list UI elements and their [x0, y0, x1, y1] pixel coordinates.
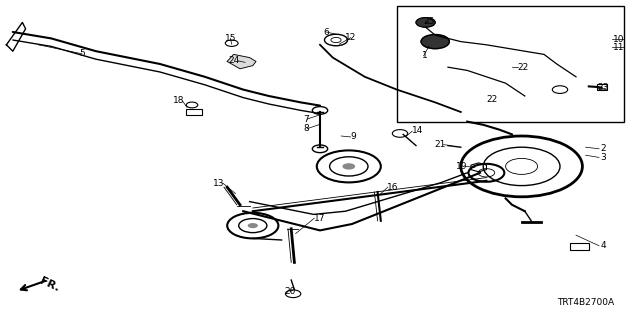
Text: 2: 2 [600, 144, 606, 153]
Text: 8: 8 [303, 124, 309, 133]
Text: 11: 11 [613, 43, 625, 52]
Text: 3: 3 [600, 153, 606, 162]
Bar [570, 243, 589, 250]
Text: TRT4B2700A: TRT4B2700A [557, 298, 614, 307]
Text: 10: 10 [613, 35, 625, 44]
Text: 6: 6 [324, 28, 329, 36]
Text: 22: 22 [486, 95, 498, 104]
Polygon shape [227, 54, 256, 69]
Text: 21: 21 [434, 140, 445, 149]
Circle shape [416, 18, 435, 27]
Circle shape [421, 35, 449, 49]
Text: 15: 15 [225, 34, 236, 43]
Bar [597, 84, 607, 90]
Bar [186, 109, 202, 115]
Text: 20: 20 [284, 287, 296, 296]
Text: 7: 7 [303, 115, 309, 124]
Text: 16: 16 [387, 183, 399, 192]
Text: 4: 4 [600, 241, 606, 250]
Circle shape [248, 223, 258, 228]
Text: 9: 9 [351, 132, 356, 141]
Text: 17: 17 [314, 214, 325, 223]
Text: 1: 1 [422, 51, 428, 60]
Text: 19: 19 [456, 162, 467, 171]
Text: 13: 13 [212, 179, 224, 188]
Text: 5: 5 [79, 49, 84, 58]
Circle shape [342, 163, 355, 170]
Bar [397, 6, 624, 122]
Text: 12: 12 [345, 33, 356, 42]
Text: 25: 25 [424, 17, 435, 26]
Text: 18: 18 [173, 96, 184, 105]
Text: 14: 14 [412, 126, 423, 135]
Text: FR.: FR. [38, 275, 61, 293]
Text: 23: 23 [597, 83, 609, 92]
Text: 22: 22 [517, 63, 529, 72]
Text: 24: 24 [228, 56, 240, 65]
